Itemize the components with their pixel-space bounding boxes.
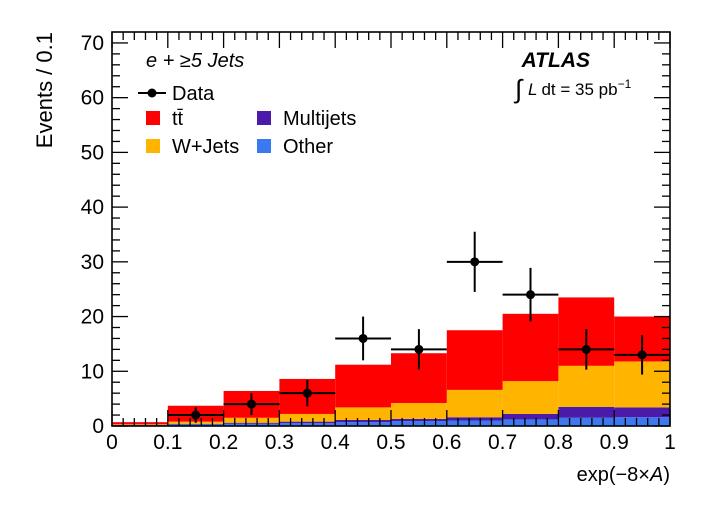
y-tick-label-10: 10 [81,360,104,383]
bar-multijets-bin-2 [223,422,280,424]
bar-w-jets-bin-6 [446,389,503,418]
bar-multijets-bin-8 [558,406,615,418]
y-tick-label-60: 60 [81,87,104,110]
legend-data-marker [147,88,157,98]
bar-multijets-bin-9 [614,407,670,418]
y-tick-label-70: 70 [81,32,104,55]
x-tick-label-1: 0.1 [153,431,182,454]
y-tick-label-50: 50 [81,141,104,164]
y-tick-label-40: 40 [81,196,104,219]
x-tick-label-10: 1 [664,431,676,454]
bar-w-jets-bin-7 [502,381,559,414]
bar-multijets-bin-5 [391,418,447,422]
bar-ttbar-bin-6 [446,330,503,390]
bar-other-bin-7 [502,419,559,426]
x-tick-label-9: 0.9 [600,431,629,454]
bar-ttbar-bin-4 [335,364,391,408]
bar-ttbar-bin-0 [112,422,168,425]
data-point-8 [637,350,647,360]
x-tick-label-2: 0.2 [209,431,238,454]
legend-item-wjets: W+Jets [146,136,239,158]
legend: Data tt̄ Multijets W+Jets Other [138,83,356,158]
bar-other-bin-6 [446,420,503,426]
bar-ttbar-bin-7 [502,313,559,382]
bar-w-jets-bin-4 [335,407,391,420]
data-points [167,231,670,423]
x-axis-label-variable: A [649,464,663,486]
legend-label-multijets: Multijets [283,108,356,130]
legend-item-data: Data [138,83,215,105]
x-axis-label: exp(−8×A) [577,464,670,486]
bar-w-jets-bin-0 [112,424,168,425]
luminosity-text-l: L [528,80,537,99]
legend-label-data: Data [172,83,215,105]
bar-w-jets-bin-3 [279,413,336,422]
bar-other-bin-1 [167,424,224,426]
bar-other-bin-2 [223,423,280,426]
bar-other-bin-5 [391,421,447,426]
x-tick-label-4: 0.4 [321,431,351,454]
x-tick-label-7: 0.7 [488,431,517,454]
legend-swatch-other [257,139,271,153]
x-tick-label-5: 0.5 [376,431,405,454]
x-tick-label-3: 0.3 [265,431,294,454]
luminosity-text-rest: dt = 35 pb [541,80,617,99]
bar-other-bin-9 [614,417,670,426]
axis-ticks: 0 10 20 30 40 50 60 70 0 0.1 0.2 0.3 0.4 0.5 0.6 0.7 0.8… [81,32,676,454]
legend-swatch-ttbar [146,111,160,125]
bar-multijets-bin-6 [446,417,503,421]
bar-multijets-bin-7 [502,413,559,420]
legend-label-other: Other [283,136,333,158]
data-point-6 [526,290,535,300]
legend-label-ttbar: tt̄ [172,108,184,130]
legend-item-ttbar: tt̄ [146,108,184,130]
bar-w-jets-bin-5 [391,403,447,419]
bar-multijets-bin-1 [167,423,224,425]
bar-multijets-bin-4 [335,419,391,423]
integral-sign-icon: ∫ [513,74,524,104]
legend-item-multijets: Multijets [257,108,356,130]
bar-w-jets-bin-8 [558,365,615,407]
legend-item-other: Other [257,136,333,158]
y-tick-label-30: 30 [81,251,104,274]
bar-other-bin-3 [279,423,336,426]
luminosity-exponent: −1 [618,77,632,91]
data-point-0 [191,410,201,420]
bar-other-bin-4 [335,422,391,426]
y-axis-label: Events / 0.1 [32,32,57,148]
x-tick-label-0: 0 [106,431,118,454]
data-point-2 [302,388,312,398]
data-point-7 [581,344,591,354]
data-point-1 [247,399,256,409]
data-point-5 [470,257,480,267]
data-point-3 [358,333,368,343]
bar-w-jets-bin-2 [223,417,280,423]
x-axis-label-suffix: ) [663,464,670,486]
x-tick-label-6: 0.6 [432,431,461,454]
data-point-4 [414,344,424,354]
y-tick-label-0: 0 [92,415,104,438]
x-axis-label-prefix: exp(−8× [577,464,650,486]
legend-swatch-wjets [146,139,160,153]
x-tick-label-8: 0.8 [544,431,573,454]
experiment-label: ATLAS [521,49,590,72]
y-tick-label-20: 20 [81,306,104,329]
bar-other-bin-8 [558,417,615,426]
channel-label: e + ≥5 Jets [146,50,244,72]
bar-multijets-bin-3 [279,421,336,424]
legend-swatch-multijets [257,111,271,125]
legend-label-wjets: W+Jets [172,136,239,158]
